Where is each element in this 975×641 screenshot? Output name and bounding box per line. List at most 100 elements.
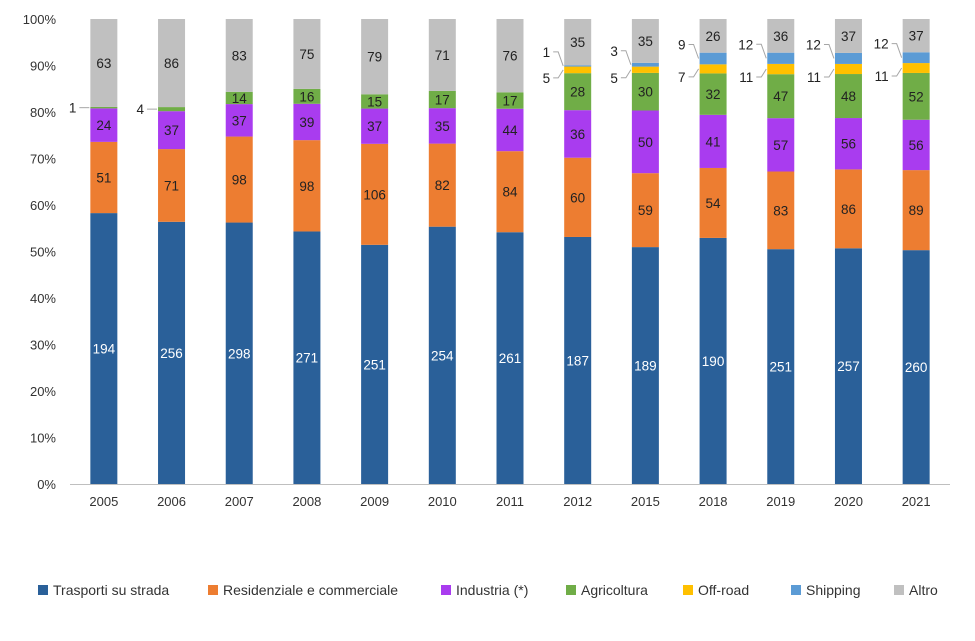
leader-line (553, 69, 564, 79)
bar-segment (834, 118, 862, 170)
bar-segment (564, 157, 592, 237)
bar-segment (902, 72, 930, 120)
bar-segment (90, 19, 118, 107)
bar-segment (564, 236, 592, 484)
bar-segment (631, 72, 659, 111)
bar-segment (564, 66, 592, 74)
legend-swatch (791, 585, 801, 595)
data-labels: 1945124163256713748629898371483271983916… (69, 29, 928, 375)
x-tick-label: 2020 (834, 494, 863, 509)
data-label: 298 (228, 346, 251, 361)
legend-item: Altro (894, 582, 938, 598)
data-label: 59 (638, 203, 653, 218)
leader-line (620, 50, 632, 65)
data-label: 35 (638, 34, 653, 49)
data-label: 1 (543, 45, 551, 60)
bar-segment (767, 118, 795, 172)
data-label: 251 (770, 360, 793, 375)
legend-label: Trasporti su strada (53, 582, 170, 598)
data-label: 63 (96, 56, 111, 71)
leader-line (688, 68, 700, 78)
bar-segment (428, 19, 456, 91)
data-label: 35 (435, 119, 450, 134)
bar-segment (158, 149, 186, 222)
data-label: 271 (296, 351, 319, 366)
leader-line (688, 44, 700, 59)
x-tick-label: 2009 (360, 494, 389, 509)
data-label: 35 (570, 35, 585, 50)
bar-segment (361, 108, 389, 144)
data-label: 47 (773, 89, 788, 104)
bar-segment (90, 141, 118, 214)
legend-swatch (566, 585, 576, 595)
bar-segment (158, 221, 186, 485)
bar-segment (834, 19, 862, 53)
bar-segment (902, 19, 930, 53)
stacked-bar-chart: 0%10%20%30%40%50%60%70%80%90%100% 194512… (23, 12, 950, 509)
bar-segment (225, 91, 253, 105)
leader-line (756, 43, 767, 59)
x-tick-label: 2019 (766, 494, 795, 509)
bar-segment (361, 244, 389, 484)
bar-segment (767, 63, 795, 75)
legend-item: Shipping (791, 582, 861, 598)
legend-label: Industria (*) (456, 582, 529, 598)
bar-segment (699, 167, 727, 238)
bar-segment (834, 248, 862, 484)
data-label: 71 (164, 178, 179, 193)
bar-segment (496, 151, 524, 233)
bar-segment (767, 171, 795, 250)
data-label: 84 (502, 185, 518, 200)
legend-swatch (208, 585, 218, 595)
data-label: 17 (435, 93, 450, 108)
bar-segment (428, 90, 456, 109)
legend-swatch (894, 585, 904, 595)
bar-segment (225, 136, 253, 223)
y-tick-label: 70% (30, 152, 56, 167)
data-label: 51 (96, 170, 111, 185)
leader-line (756, 68, 767, 78)
bars (90, 19, 930, 485)
bar-segment (631, 247, 659, 484)
leader-line (553, 51, 564, 67)
bar-segment (902, 250, 930, 484)
bar-segment (293, 19, 321, 89)
data-label: 76 (502, 49, 517, 64)
data-label: 15 (367, 94, 382, 109)
data-label: 9 (678, 38, 686, 53)
data-label: 52 (909, 89, 924, 104)
data-label: 12 (806, 37, 821, 52)
legend-swatch (683, 585, 693, 595)
y-tick-label: 40% (30, 291, 56, 306)
legend-label: Altro (909, 582, 938, 598)
data-label: 56 (909, 138, 924, 153)
y-axis: 0% 10% 20% 30% 40% 50% 60% 70% 80% 90% 100% (23, 12, 57, 492)
bar-segment (767, 74, 795, 119)
data-label: 36 (773, 29, 788, 44)
legend-item: Agricoltura (566, 582, 648, 598)
data-label: 79 (367, 50, 382, 65)
bar-segment (767, 52, 795, 64)
data-label: 39 (299, 115, 314, 130)
bar-segment (158, 19, 186, 108)
y-tick-label: 100% (23, 12, 57, 27)
bar-segment (699, 19, 727, 53)
bar-segment (293, 140, 321, 232)
data-label: 50 (638, 135, 653, 150)
bar-segment (361, 19, 389, 95)
data-label: 37 (841, 29, 856, 44)
data-label: 48 (841, 89, 856, 104)
data-label: 32 (706, 87, 721, 102)
data-label: 60 (570, 190, 585, 205)
bar-segment (496, 92, 524, 109)
data-label: 11 (807, 70, 821, 85)
bar-segment (631, 19, 659, 63)
x-tick-label: 2010 (428, 494, 457, 509)
leader-line (891, 43, 903, 58)
data-label: 57 (773, 138, 788, 153)
bar-segment (767, 19, 795, 53)
bar-segment (564, 65, 592, 67)
bar-segment (564, 110, 592, 158)
data-label: 83 (773, 203, 788, 218)
y-tick-label: 0% (37, 477, 56, 492)
